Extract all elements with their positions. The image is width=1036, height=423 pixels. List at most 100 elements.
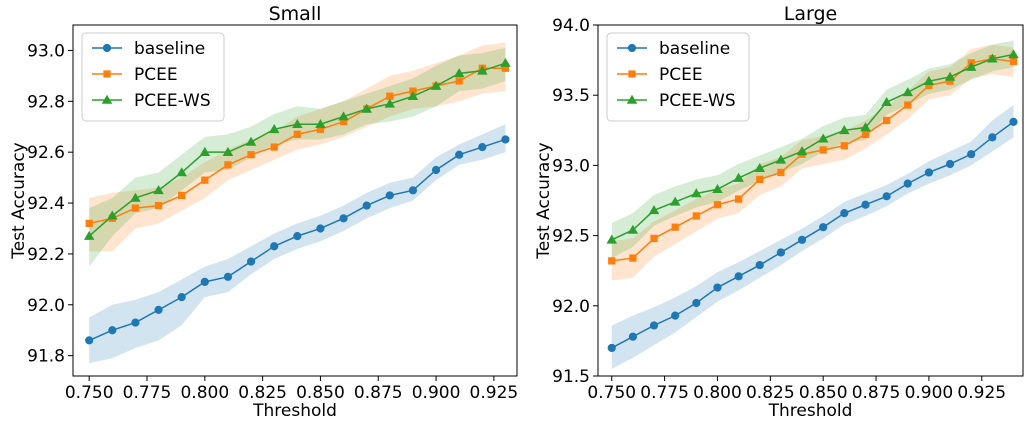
data-point-pcee-ws [477, 65, 488, 75]
legend-marker-pcee [103, 70, 111, 78]
data-point-pcee-ws [987, 53, 998, 63]
legend-label: baseline [134, 39, 205, 59]
data-point-pcee-ws [153, 185, 164, 195]
data-point-baseline [85, 336, 94, 345]
legend-item-pcee: PCEE [92, 65, 178, 85]
data-point-pcee [201, 176, 209, 184]
data-point-pcee-ws [648, 205, 660, 215]
data-point-pcee-ws [965, 61, 977, 71]
data-point-baseline [903, 179, 912, 188]
data-point-pcee-ws [338, 111, 349, 121]
plot-frame [597, 24, 1024, 377]
data-point-pcee [713, 201, 722, 209]
data-point-pcee-ws [944, 71, 956, 81]
y-tick-label: 92.8 [27, 92, 65, 112]
data-point-baseline [339, 214, 348, 223]
data-point-pcee-ws [754, 162, 766, 172]
data-point-baseline [776, 248, 785, 257]
data-point-pcee-ws [130, 192, 141, 202]
data-point-baseline [408, 186, 418, 195]
data-point-baseline [131, 318, 140, 327]
data-point-baseline [154, 305, 163, 314]
data-point-baseline [1009, 117, 1018, 126]
legend-label: PCEE [659, 65, 703, 85]
data-point-pcee [608, 257, 616, 265]
x-tick-label: 0.750 [65, 383, 114, 403]
data-point-baseline [692, 298, 701, 308]
data-point-baseline [177, 293, 186, 302]
x-tick-label: 0.875 [354, 383, 403, 403]
data-point-pcee-ws [669, 196, 681, 206]
data-point-baseline [223, 272, 233, 281]
data-point-baseline [734, 272, 743, 281]
data-point-pcee [85, 219, 93, 228]
data-point-baseline [455, 150, 464, 159]
data-point-baseline [819, 223, 828, 232]
data-point-pcee [131, 204, 140, 212]
data-point-pcee [386, 92, 394, 100]
data-point-pcee [501, 64, 510, 72]
legend: baseline PCEE PCEE-WS [606, 32, 750, 122]
chart-title: Large [784, 3, 837, 25]
legend-marker-pcee [628, 70, 636, 78]
data-point-baseline [607, 343, 616, 353]
data-point-pcee [1009, 57, 1018, 66]
data-point-pcee-ws [606, 234, 617, 244]
data-point-pcee-ws [361, 103, 372, 113]
data-point-baseline [945, 159, 955, 169]
data-point-pcee [692, 212, 700, 220]
data-point-pcee-ws [1008, 49, 1019, 59]
data-point-pcee [777, 168, 785, 177]
data-point-baseline [924, 168, 934, 177]
legend-marker-pcee-ws [101, 94, 113, 104]
data-point-pcee-ws [107, 210, 118, 220]
data-point-pcee [629, 254, 637, 262]
x-tick-label: 0.925 [470, 383, 519, 403]
data-point-baseline [246, 257, 256, 266]
y-tick-label: 91.8 [27, 347, 65, 367]
data-point-baseline [797, 235, 807, 244]
y-tick-label: 91.5 [552, 367, 590, 387]
data-point-baseline [861, 200, 870, 209]
y-tick-label: 93.0 [552, 156, 590, 176]
data-point-pcee [819, 146, 827, 154]
data-point-pcee-ws [268, 124, 280, 134]
legend-item-baseline: baseline [92, 39, 205, 59]
data-point-baseline [882, 192, 891, 201]
data-point-pcee-ws [199, 146, 211, 156]
data-point-pcee-ws [453, 68, 465, 78]
legend-item-pcee-ws: PCEE-WS [92, 91, 211, 111]
legend-label: PCEE [134, 65, 178, 85]
data-point-baseline [988, 133, 997, 142]
plot-area [83, 42, 511, 364]
legend-box [606, 32, 750, 122]
data-point-pcee [270, 143, 278, 151]
data-point-pcee-ws [691, 188, 702, 198]
data-point-pcee [904, 101, 912, 109]
data-point-pcee [154, 201, 163, 210]
data-point-baseline [755, 260, 764, 270]
data-point-pcee [650, 234, 658, 243]
x-tick-label: 0.925 [957, 383, 1006, 403]
data-point-pcee-ws [733, 172, 744, 182]
legend-item-baseline: baseline [617, 39, 730, 59]
data-point-pcee [882, 116, 891, 125]
y-tick-label: 92.0 [552, 297, 590, 317]
legend-label: baseline [659, 39, 730, 59]
data-point-pcee [247, 151, 255, 159]
x-tick-label: 0.775 [640, 383, 689, 403]
plot-area [606, 40, 1019, 369]
data-point-pcee [224, 161, 232, 169]
data-point-pcee [925, 81, 933, 89]
data-point-pcee-ws [176, 167, 187, 177]
data-point-pcee [861, 130, 870, 139]
confidence-band-baseline [89, 124, 506, 364]
x-axis-label: Threshold [252, 401, 337, 421]
data-point-pcee-ws [881, 96, 892, 106]
x-axis-label: Threshold [768, 401, 853, 421]
data-point-baseline [293, 232, 302, 241]
confidence-band-pcee [611, 44, 1014, 281]
data-point-baseline [200, 277, 209, 286]
x-tick-label: 0.900 [905, 383, 954, 403]
